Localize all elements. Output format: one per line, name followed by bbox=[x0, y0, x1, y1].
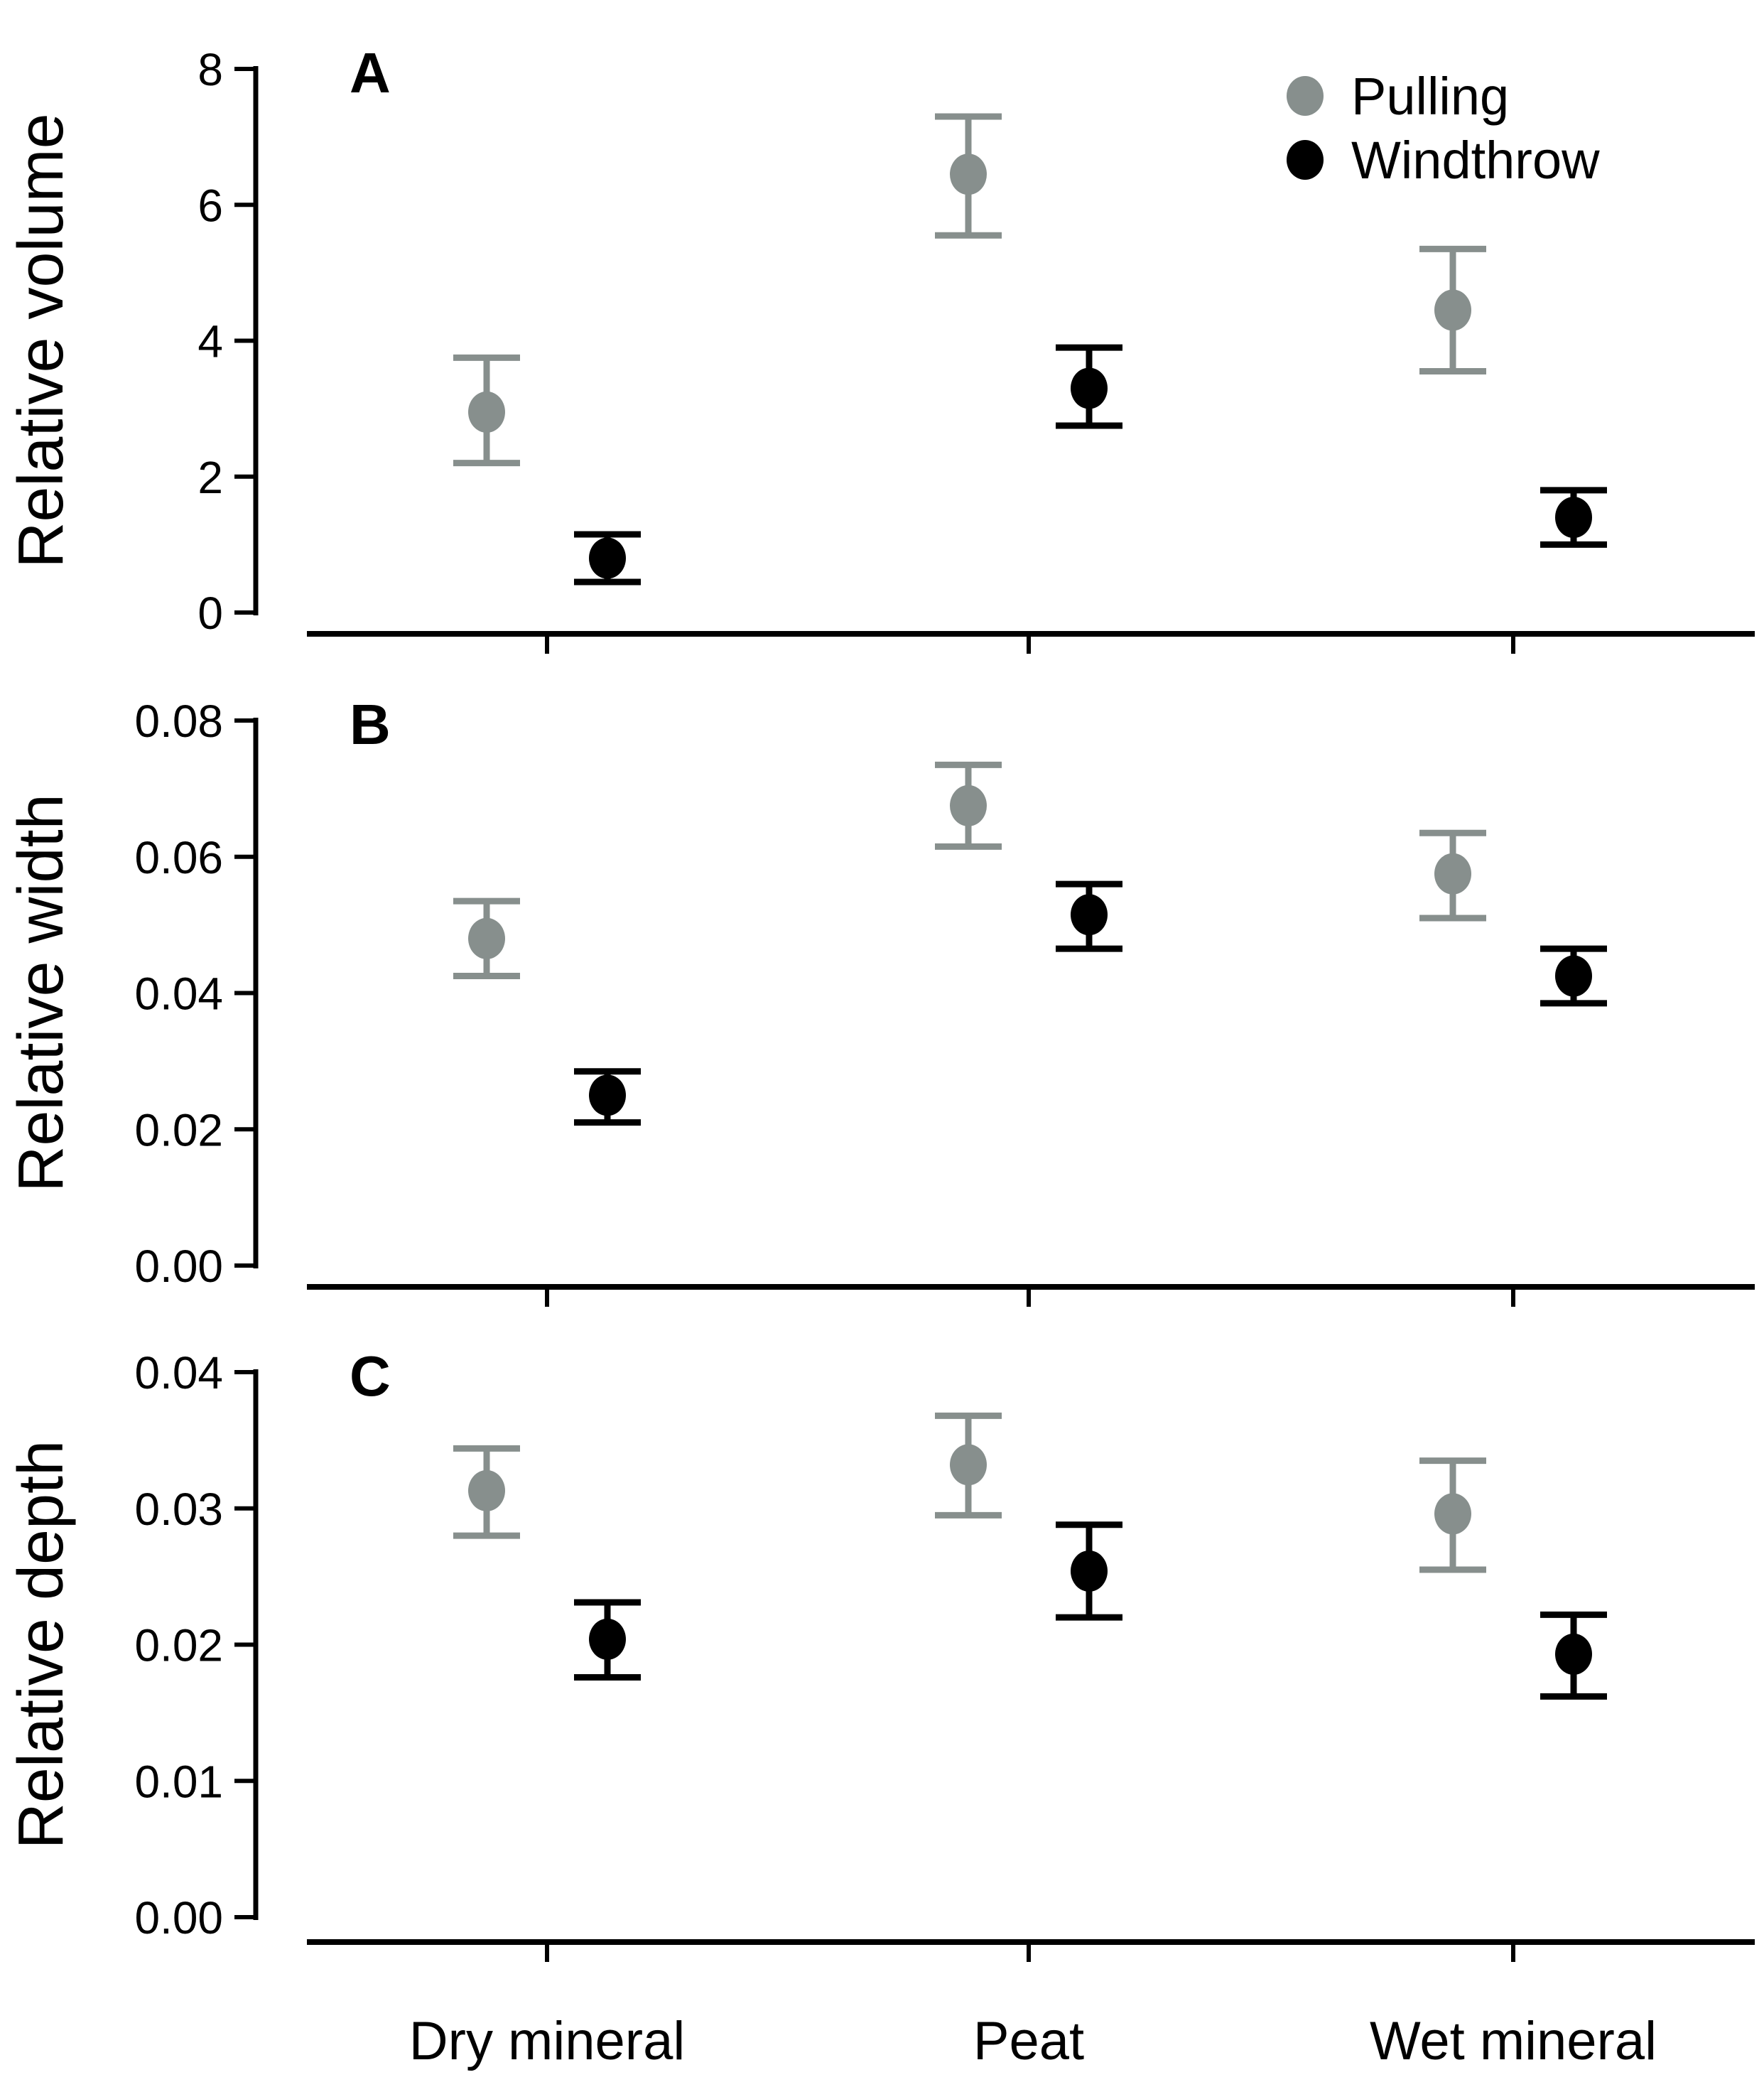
panel-letter-b: B bbox=[350, 693, 391, 756]
panel-letter-c: C bbox=[350, 1344, 391, 1408]
y-tick-label-b: 0.08 bbox=[134, 696, 223, 747]
y-tick-label-b: 0.00 bbox=[134, 1241, 223, 1292]
point-pulling-dry-mineral-b bbox=[468, 917, 505, 959]
point-pulling-wet-mineral-b bbox=[1434, 853, 1471, 895]
point-windthrow-wet-mineral-c bbox=[1555, 1633, 1592, 1675]
legend-marker-pulling-icon bbox=[1287, 76, 1324, 116]
series-pulling-c bbox=[453, 1412, 1486, 1573]
y-tick-label-b: 0.02 bbox=[134, 1104, 223, 1155]
point-windthrow-dry-mineral-b bbox=[589, 1074, 626, 1116]
point-pulling-peat-a bbox=[950, 153, 987, 195]
series-pulling-b bbox=[453, 761, 1486, 980]
y-tick-label-a: 2 bbox=[197, 452, 223, 503]
point-windthrow-wet-mineral-a bbox=[1555, 497, 1592, 539]
y-tick-label-a: 4 bbox=[197, 316, 223, 367]
y-tick-label-c: 0.01 bbox=[134, 1756, 223, 1807]
series-windthrow-a bbox=[574, 344, 1607, 586]
y-tick-label-a: 6 bbox=[197, 180, 223, 231]
y-tick-label-c: 0.02 bbox=[134, 1620, 223, 1671]
point-windthrow-peat-a bbox=[1071, 367, 1108, 409]
x-category-label-peat: Peat bbox=[973, 2011, 1084, 2071]
point-pulling-peat-c bbox=[950, 1444, 987, 1486]
point-pulling-dry-mineral-c bbox=[468, 1469, 505, 1511]
y-tick-label-c: 0.00 bbox=[134, 1892, 223, 1943]
y-axis-title-b: Relative width bbox=[6, 794, 77, 1192]
point-windthrow-peat-b bbox=[1071, 894, 1108, 936]
point-pulling-wet-mineral-a bbox=[1434, 289, 1471, 331]
legend-marker-windthrow-icon bbox=[1287, 140, 1324, 180]
point-windthrow-peat-c bbox=[1071, 1550, 1108, 1592]
point-windthrow-dry-mineral-c bbox=[589, 1618, 626, 1660]
y-tick-label-b: 0.04 bbox=[134, 969, 223, 1020]
y-tick-label-c: 0.03 bbox=[134, 1484, 223, 1535]
point-windthrow-dry-mineral-a bbox=[589, 537, 626, 579]
y-tick-label-b: 0.06 bbox=[134, 832, 223, 883]
point-pulling-peat-b bbox=[950, 784, 987, 826]
series-windthrow-b bbox=[574, 880, 1607, 1126]
y-axis-title-c: Relative depth bbox=[6, 1440, 77, 1849]
point-windthrow-wet-mineral-b bbox=[1555, 955, 1592, 997]
point-pulling-dry-mineral-a bbox=[468, 391, 505, 433]
legend-label-pulling: Pulling bbox=[1351, 67, 1509, 126]
y-tick-label-a: 0 bbox=[197, 588, 223, 639]
legend-label-windthrow: Windthrow bbox=[1351, 131, 1600, 190]
series-windthrow-c bbox=[574, 1521, 1607, 1700]
y-axis-title-a: Relative volume bbox=[6, 113, 77, 568]
x-category-label-dry-mineral: Dry mineral bbox=[409, 2011, 686, 2071]
y-tick-label-c: 0.04 bbox=[134, 1347, 223, 1398]
panel-letter-a: A bbox=[350, 41, 391, 104]
point-pulling-wet-mineral-c bbox=[1434, 1493, 1471, 1535]
series-pulling-a bbox=[453, 113, 1486, 467]
panel-b: 0.00 0.02 0.04 0.06 0.08 Relative width B bbox=[6, 693, 1755, 1307]
panel-a: 0 2 4 6 8 Relative volume A bbox=[6, 41, 1755, 654]
x-category-label-wet-mineral: Wet mineral bbox=[1370, 2011, 1657, 2071]
y-tick-label-a: 8 bbox=[197, 44, 223, 95]
panel-c: 0.00 0.01 0.02 0.03 0.04 Relative depth C bbox=[6, 1344, 1755, 1962]
